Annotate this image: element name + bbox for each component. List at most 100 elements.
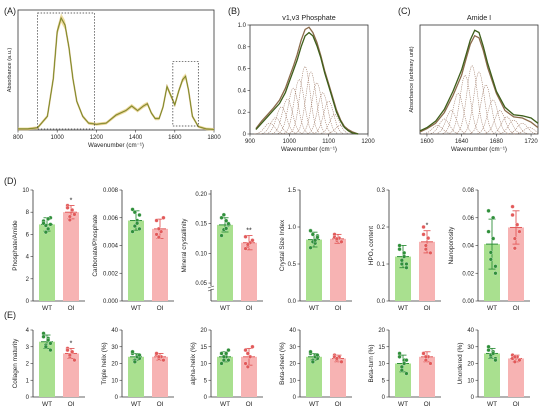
chart-d3-axis-break [207,288,215,292]
chart-c-xlabel: Wavenumber (cm⁻¹) [451,146,507,153]
chart-e1-significance: * [70,340,73,347]
chart-e4-data-point [334,356,339,361]
chart-d3-data-point [224,226,229,231]
chart-e2-data-point [130,349,135,354]
chart-d5-data-point [399,261,404,267]
chart-d2-ytick-label: 0.006 [103,216,119,222]
chart-b-component-band [301,82,332,134]
chart-d3-bar [241,242,257,301]
chart-d4-ytick-label: 0.0 [288,299,297,305]
chart-d5-data-point [402,254,407,259]
chart-d5-ytick-label: 0.0 [377,299,386,305]
chart-e5-ylabel: Beta-turn (%) [368,344,375,382]
chart-e5-data-point [397,354,402,359]
chart-c-xtick-label: 1640 [455,139,469,145]
chart-d2-category-label: WT [131,305,141,312]
chart-d1-data-point [43,230,48,235]
chart-d4-category-label: WT [309,305,319,312]
chart-d2-data-point [130,229,135,234]
chart-d3-data-point [224,218,229,223]
chart-e4-category-label: OI [335,401,342,408]
chart-d5-data-point [397,243,402,248]
chart-d3-data-point [245,242,250,247]
chart-d5-data-point [404,265,409,270]
chart-d5-data-point [421,224,426,230]
chart-e6-bar [508,358,524,397]
chart-c-component-band [421,125,452,135]
chart-d5-data-point [423,243,428,248]
chart-d3-data-point [219,215,224,220]
chart-e2-data-point [132,359,137,364]
chart-d1-category-label: OI [68,305,75,312]
chart-e1-ytick-label: 3 [26,345,30,351]
chart-b-frame [249,24,369,135]
chart-b-component-band [325,124,355,135]
chart-d6-ytick-label: 0.04 [462,244,474,250]
chart-e5-ytick-label: 10 [378,362,385,368]
chart-e3-data-point [224,351,229,356]
panel-label-a: (A) [4,6,16,16]
chart-e1-data-point [46,337,51,343]
chart-e5-data-point [404,358,409,363]
chart-d6-bar [508,227,524,301]
chart-e1-data-point [65,348,70,353]
chart-c-component-band [435,110,466,134]
chart-d5-ytick-label: 0.1 [377,262,386,268]
chart-d2-data-point [161,215,166,220]
chart-d3-bar [217,224,233,301]
chart-b-xtick-label: 900 [245,139,256,145]
chart-d2-data-point [154,218,159,223]
chart-d6-data-point [486,208,491,213]
chart-e2-bar [128,356,144,397]
chart-d3-ytick-label: 0.10 [195,251,207,257]
chart-e5-ytick-label: 15 [378,345,385,351]
chart-b-component-band [307,92,338,134]
chart-e3-data-point [226,358,231,363]
chart-b-ytick-label: 1.0 [238,23,247,29]
chart-e5-data-point [421,351,426,356]
chart-e1-category-label: OI [68,401,75,408]
chart-d5-data-point [397,247,402,252]
chart-a-spectrum-line [18,17,215,130]
chart-d4-ytick-label: 0.5 [288,262,297,268]
chart-e5-data-point [423,354,428,359]
chart-d6-bar [484,244,500,301]
chart-e4-bar [306,356,322,397]
chart-d5-data-point [402,250,407,255]
chart-d2-data-point [154,232,159,237]
chart-c-component-band [498,119,529,135]
chart-d3-axis-break [207,285,215,289]
chart-c-frame [419,24,539,135]
chart-e1-bar [63,353,79,397]
chart-d6-data-point [493,264,498,269]
chart-d3-ylabel: Mineral crystallinity [181,218,188,273]
chart-d6-data-point [517,229,522,234]
panel-label-d: (D) [4,176,17,186]
chart-e4-bar [330,358,346,397]
chart-c-component-band [491,116,522,135]
chart-d3-data-point [219,233,224,238]
chart-d2-data-point [135,221,140,226]
chart-c-component-band [456,65,487,134]
chart-e4-ylabel: Beta-sheet (%) [279,342,286,385]
chart-d6-data-point [512,246,517,251]
chart-b-component-band [266,106,296,134]
chart-e2-ytick-label: 40 [111,328,118,334]
chart-d2-bar [152,228,168,301]
chart-e4-data-point [339,359,344,364]
chart-d5-category-label: WT [398,305,408,312]
chart-c-component-band [506,122,538,135]
chart-e4-ytick-label: 40 [289,328,296,334]
chart-e3-data-point [219,351,224,356]
chart-d4-data-point [308,228,313,233]
chart-e3-data-point [245,351,250,356]
chart-e6-data-point [517,358,522,363]
chart-e1-data-point [70,349,75,354]
chart-a-xlabel: Wavenumber (cm⁻¹) [88,142,144,149]
chart-e1-data-point [72,358,77,363]
chart-e3-data-point [248,354,253,359]
chart-d4-data-point [334,236,339,241]
chart-b-ytick-label: 0.6 [238,67,247,73]
chart-d5-ytick-label: 0.2 [377,225,386,231]
chart-d6-data-point [488,250,493,255]
